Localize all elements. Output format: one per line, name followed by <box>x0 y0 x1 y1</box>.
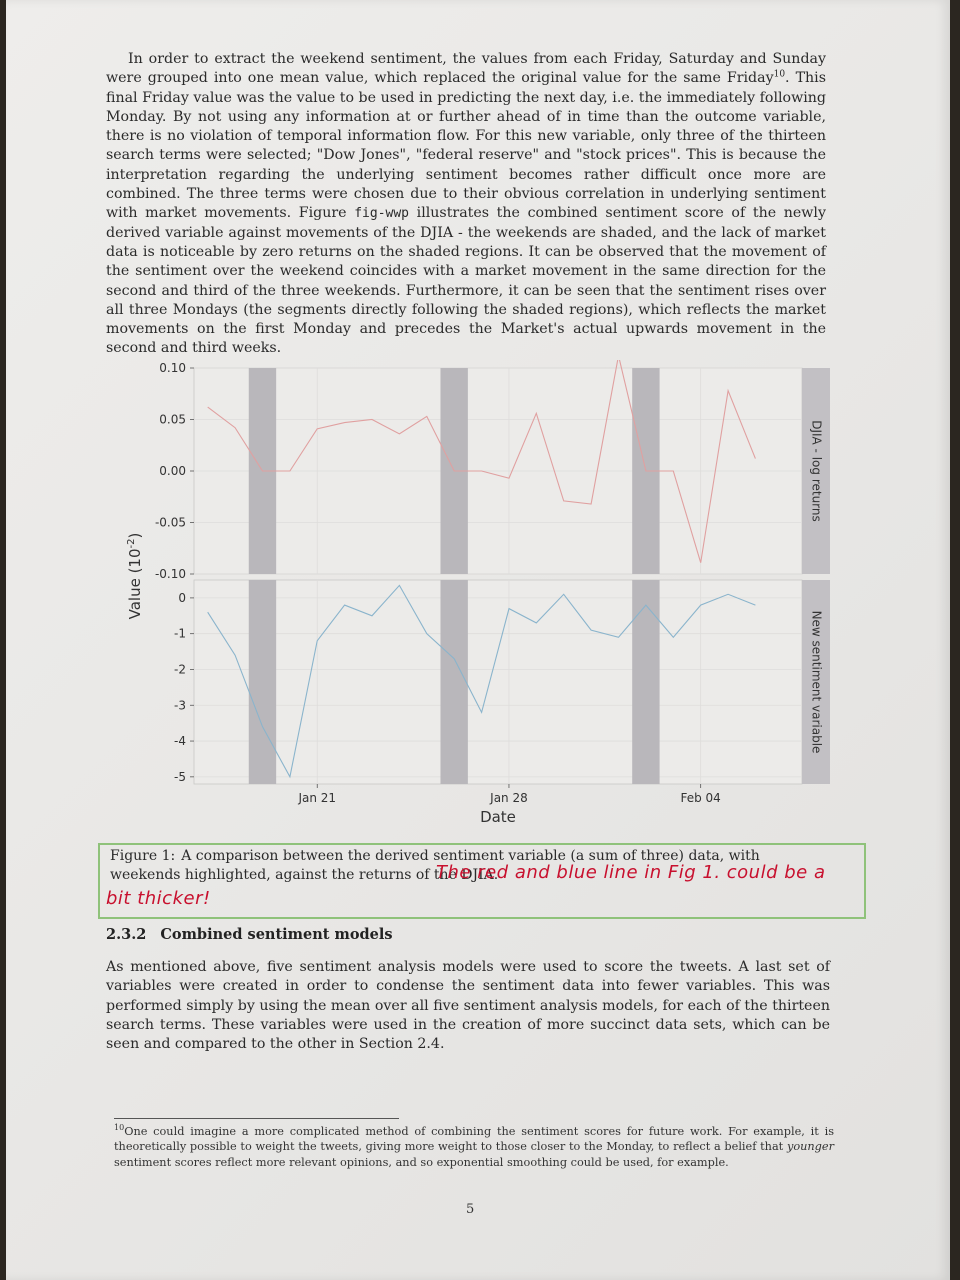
section-number: 2.3.2 <box>106 926 147 943</box>
facet-strip <box>802 368 830 574</box>
figure-caption: Figure 1: A comparison between the derive… <box>110 847 830 885</box>
x-tick-label: Jan 21 <box>297 791 336 805</box>
annotation-box <box>98 843 866 919</box>
y-axis-label: Value (10-2) <box>126 533 144 620</box>
footnote: 10One could imagine a more complicated m… <box>114 1124 834 1170</box>
weekend-shading <box>632 580 660 784</box>
y-tick-label: 0.10 <box>159 361 186 375</box>
y-tick-label: -5 <box>174 770 186 784</box>
weekend-shading <box>248 580 277 784</box>
facet-strip-label: DJIA - log returns <box>810 420 824 522</box>
x-tick-label: Feb 04 <box>680 791 720 805</box>
series-line <box>207 360 756 563</box>
handwritten-annotation: The red and blue line in Fig 1. could be… <box>106 862 826 909</box>
figure-chart: DJIA - log returns 0.10 0.05 0.00 -0.05 -0.10… <box>126 360 830 826</box>
y-tick-label: -1 <box>174 627 186 641</box>
y-tick-label: 0.00 <box>159 464 186 478</box>
paragraph-text: . This final Friday value was the value … <box>106 70 826 222</box>
paragraph-text: In order to extract the weekend sentimen… <box>106 51 826 87</box>
series-line <box>207 584 756 779</box>
y-axis-label-close: ) <box>126 533 144 539</box>
figure-caption-label: Figure 1: <box>110 848 176 864</box>
figure-caption-text: A comparison between the derived sentime… <box>110 848 760 883</box>
y-tick-label: 0.05 <box>159 413 186 427</box>
weekend-shading <box>440 580 468 784</box>
y-tick-label: -0.05 <box>155 516 186 530</box>
y-tick-label: -4 <box>174 734 186 748</box>
y-tick-label: -3 <box>174 698 186 712</box>
footnote-rule <box>114 1118 399 1119</box>
body-paragraph-2: As mentioned above, five sentiment analy… <box>106 959 830 1053</box>
y-tick-label: -0.10 <box>155 567 186 581</box>
y-tick-label: -2 <box>174 662 186 676</box>
y-axis-label-exponent: -2 <box>126 538 137 548</box>
paragraph-text: illustrates the combined sentiment score… <box>106 205 826 357</box>
section-heading: 2.3.2 Combined sentiment models <box>106 926 393 943</box>
figure-reference[interactable]: fig-wwp <box>354 206 410 222</box>
footnote-number: 10 <box>114 1123 125 1133</box>
panel-background <box>193 579 803 785</box>
footnote-text: One could imagine a more complicated met… <box>114 1125 834 1154</box>
body-paragraph: In order to extract the weekend sentimen… <box>106 50 826 359</box>
y-axis-label-base: Value (10 <box>126 548 144 619</box>
footnote-reference[interactable]: 10 <box>773 69 786 80</box>
x-axis-label: Date <box>480 808 516 826</box>
facet-strip-label: New sentiment variable <box>810 611 824 754</box>
x-tick-label: Jan 28 <box>489 791 528 805</box>
section-title: Combined sentiment models <box>160 926 393 943</box>
footnote-emphasis: younger <box>786 1140 834 1154</box>
paper-page: In order to extract the weekend sentimen… <box>6 0 950 1280</box>
page-number: 5 <box>466 1202 475 1217</box>
facet-strip <box>802 580 830 784</box>
footnote-text: sentiment scores reflect more relevant o… <box>114 1155 729 1169</box>
y-tick-label: 0 <box>178 591 186 605</box>
